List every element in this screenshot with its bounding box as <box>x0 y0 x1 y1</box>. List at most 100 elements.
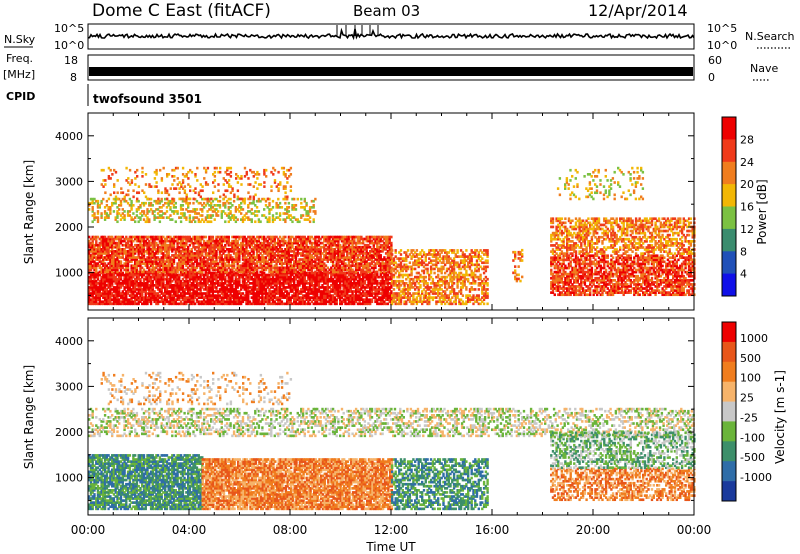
heatmap-cell <box>91 243 94 247</box>
heatmap-cell <box>257 292 261 295</box>
heatmap-cell <box>100 275 103 279</box>
heatmap-cell <box>236 294 239 297</box>
heatmap-cell <box>347 252 351 255</box>
heatmap-cell <box>362 279 365 283</box>
heatmap-cell <box>149 243 153 247</box>
heatmap-cell <box>103 296 107 299</box>
heatmap-cell <box>344 235 347 239</box>
heatmap-cell <box>280 275 284 279</box>
heatmap-cell <box>324 275 328 279</box>
heatmap-cell <box>349 300 352 304</box>
heatmap-cell <box>250 271 253 275</box>
heatmap-cell <box>123 243 126 247</box>
heatmap-cell <box>347 241 351 245</box>
heatmap-cell <box>245 288 248 291</box>
heatmap-cell <box>134 258 137 261</box>
heatmap-cell <box>195 256 199 259</box>
heatmap-cell <box>353 239 356 243</box>
heatmap-cell <box>156 237 160 241</box>
heatmap-cell <box>291 279 294 283</box>
heatmap-cell <box>162 262 165 265</box>
heatmap-cell <box>194 277 197 281</box>
heatmap-cell <box>165 254 169 257</box>
heatmap-cell <box>376 294 379 297</box>
heatmap-cell <box>169 290 172 293</box>
heatmap-cell <box>250 290 253 293</box>
heatmap-cell <box>210 235 213 239</box>
heatmap-cell <box>88 260 91 263</box>
heatmap-cell <box>181 235 185 239</box>
heatmap-cell <box>179 254 183 257</box>
noise-tick-right-bottom: 10^0 <box>707 39 737 52</box>
heatmap-cell <box>370 286 374 289</box>
heatmap-cell <box>192 264 195 268</box>
heatmap-cell <box>331 296 335 299</box>
heatmap-cell <box>286 286 289 289</box>
heatmap-cell <box>328 294 331 297</box>
heatmap-cell <box>139 288 142 291</box>
heatmap-cell <box>179 262 183 265</box>
heatmap-cell <box>305 292 308 295</box>
heatmap-cell <box>268 258 271 261</box>
heatmap-cell <box>282 279 285 283</box>
heatmap-cell <box>103 266 107 270</box>
heatmap-cell <box>222 286 225 289</box>
heatmap-cell <box>337 260 340 263</box>
heatmap-cell <box>381 284 384 287</box>
heatmap-cell <box>103 279 107 283</box>
heatmap-cell <box>369 264 372 268</box>
heatmap-cell <box>137 256 140 259</box>
heatmap-cell <box>349 286 352 289</box>
heatmap-cell <box>323 298 326 302</box>
heatmap-cell <box>112 266 116 270</box>
heatmap-cell <box>137 292 140 295</box>
heatmap-cell <box>134 235 137 239</box>
heatmap-cell <box>254 264 257 268</box>
heatmap-cell <box>301 239 305 243</box>
heatmap-cell <box>372 235 375 239</box>
heatmap-cell <box>284 279 287 283</box>
heatmap-cell <box>134 298 137 302</box>
heatmap-cell <box>206 290 209 293</box>
heatmap-cell <box>126 292 130 295</box>
heatmap-cell <box>403 257 406 260</box>
heatmap-cell <box>171 270 174 274</box>
heatmap-cell <box>206 260 209 263</box>
heatmap-cell <box>263 250 266 253</box>
heatmap-cell <box>121 279 124 283</box>
heatmap-cell <box>190 266 193 270</box>
heatmap-cell <box>116 270 119 274</box>
heatmap-cell <box>95 288 98 291</box>
heatmap-cell <box>291 245 294 249</box>
heatmap-cell <box>360 245 363 249</box>
heatmap-cell <box>270 284 273 287</box>
heatmap-cell <box>213 277 216 281</box>
heatmap-cell <box>93 248 96 251</box>
heatmap-cell <box>333 237 337 241</box>
heatmap-cell <box>257 284 261 287</box>
heatmap-cell <box>282 266 285 270</box>
heatmap-cell <box>93 284 96 287</box>
heatmap-cell <box>277 250 280 253</box>
heatmap-cell <box>310 241 314 245</box>
heatmap-cell <box>247 273 250 277</box>
heatmap-cell <box>210 243 213 247</box>
heatmap-cell <box>252 256 255 259</box>
heatmap-cell <box>169 294 172 297</box>
heatmap-cell <box>358 268 361 272</box>
heatmap-cell <box>316 268 319 272</box>
heatmap-cell <box>164 256 167 259</box>
heatmap-cell <box>91 294 94 297</box>
heatmap-cell <box>151 268 154 272</box>
heatmap-cell <box>259 290 262 293</box>
heatmap-cell <box>165 235 169 239</box>
heatmap-cell <box>185 262 188 265</box>
heatmap-cell <box>369 298 372 302</box>
heatmap-cell <box>238 277 241 281</box>
heatmap-cell <box>224 296 227 299</box>
heatmap-cell <box>162 243 165 247</box>
heatmap-cell <box>188 254 192 257</box>
heatmap-cell <box>220 264 223 268</box>
date-label: 12/Apr/2014 <box>588 1 688 20</box>
heatmap-cell <box>137 254 140 257</box>
